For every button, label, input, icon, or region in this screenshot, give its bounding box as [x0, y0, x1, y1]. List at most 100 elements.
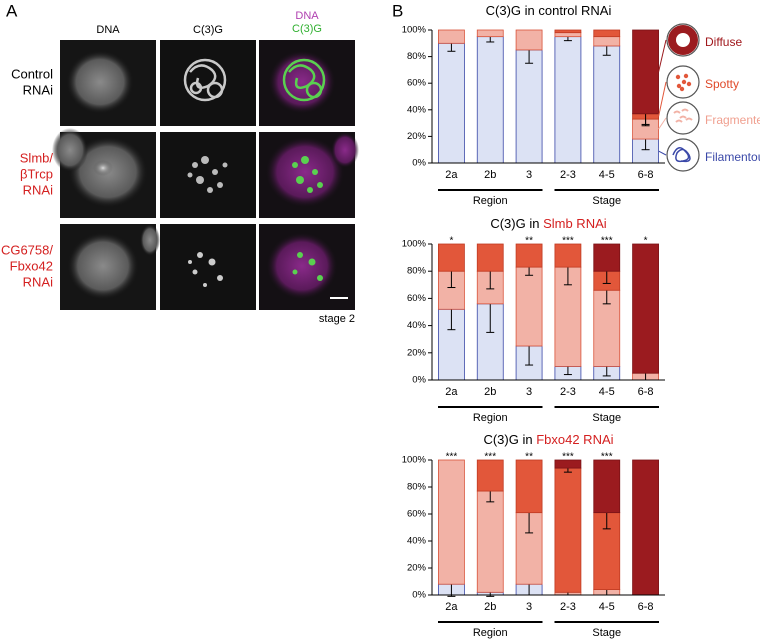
bar-segment — [476, 36, 504, 164]
row-label: βTrcp — [20, 166, 53, 181]
icon-dot — [679, 86, 685, 92]
bar-segment — [593, 459, 621, 514]
legend-connector — [658, 150, 667, 156]
x-tick-label: 6-8 — [638, 601, 654, 613]
y-tick-label: 0% — [412, 158, 426, 169]
x-tick-label: 4-5 — [599, 169, 615, 181]
bar-segment — [476, 490, 504, 593]
panel-label: A — [6, 1, 18, 20]
group-label: Stage — [592, 195, 621, 207]
y-tick-label: 60% — [407, 78, 427, 89]
legend-label: Spotty — [705, 77, 739, 91]
icon-fragment — [679, 115, 687, 119]
icon-ring — [666, 138, 700, 172]
x-tick-label: 2-3 — [560, 169, 576, 181]
bar-segment — [554, 243, 582, 268]
icon-fragment — [681, 108, 689, 112]
bar-segment — [438, 42, 465, 164]
y-tick-label: 100% — [402, 239, 427, 250]
row-label: CG6758/ — [1, 242, 53, 257]
column-label: C(3)G — [193, 24, 223, 36]
bar-segment — [554, 36, 582, 164]
note: stage 2 — [319, 313, 355, 325]
bar-segment — [632, 459, 659, 596]
y-tick-label: 20% — [407, 347, 427, 358]
significance: *** — [484, 452, 496, 463]
significance: ** — [525, 236, 533, 247]
x-tick-label: 2a — [445, 601, 458, 613]
x-tick-label: 3 — [526, 386, 532, 398]
panel-label: B — [392, 1, 403, 20]
legend-icon — [666, 23, 700, 57]
y-tick-label: 20% — [407, 563, 427, 574]
icon-ring — [666, 101, 700, 135]
row-label: Control — [11, 66, 53, 81]
row-label: RNAi — [23, 182, 53, 197]
legend-connector — [658, 81, 667, 117]
image-c3g — [160, 132, 256, 218]
legend-label: Filamentous — [705, 150, 760, 164]
y-tick-label: 60% — [407, 509, 427, 520]
significance: *** — [562, 452, 574, 463]
icon-dot — [676, 83, 682, 89]
y-tick-label: 40% — [407, 320, 427, 331]
x-tick-label: 2a — [445, 169, 458, 181]
x-tick-label: 4-5 — [599, 601, 615, 613]
bar-segment — [438, 29, 465, 44]
significance: *** — [446, 452, 458, 463]
y-tick-label: 40% — [407, 536, 427, 547]
bar-segment — [593, 243, 621, 272]
icon-dot — [683, 73, 689, 79]
significance: * — [449, 236, 453, 247]
merge-label: C(3)G — [292, 23, 322, 35]
legend-connector — [658, 117, 667, 130]
significance: *** — [601, 236, 613, 247]
group-label: Region — [473, 195, 508, 207]
legend-label: Fragmented — [705, 113, 760, 127]
group-label: Region — [473, 627, 508, 639]
y-tick-label: 100% — [402, 25, 427, 36]
bar-segment — [593, 45, 621, 164]
bar-segment — [515, 243, 543, 268]
x-tick-label: 2a — [445, 386, 458, 398]
bar-segment — [515, 49, 543, 164]
legend-label: Diffuse — [705, 35, 742, 49]
y-tick-label: 80% — [407, 482, 427, 493]
bar-segment — [632, 29, 659, 115]
chart-title: C(3)G in Slmb RNAi — [490, 216, 606, 231]
chart-title: C(3)G in Fbxo42 RNAi — [483, 432, 613, 447]
significance: * — [644, 236, 648, 247]
x-tick-label: 2-3 — [560, 601, 576, 613]
row-label: Fbxo42 — [10, 258, 53, 273]
x-tick-label: 2b — [484, 169, 496, 181]
bar-segment — [476, 243, 504, 272]
icon-hole — [676, 33, 690, 47]
x-tick-label: 6-8 — [638, 169, 654, 181]
bar-segment — [554, 467, 582, 593]
image-c3g — [160, 224, 256, 310]
icon-fragment — [675, 119, 683, 123]
row-label: RNAi — [23, 274, 53, 289]
bar-segment — [476, 459, 504, 492]
significance: *** — [562, 236, 574, 247]
legend-icon — [666, 65, 700, 99]
x-tick-label: 3 — [526, 169, 532, 181]
bar-segment — [632, 243, 659, 374]
image-c3g — [160, 40, 256, 126]
x-tick-label: 2b — [484, 601, 496, 613]
legend-icon — [666, 101, 700, 135]
significance: ** — [525, 452, 533, 463]
bar-segment — [515, 29, 543, 51]
icon-fragment — [673, 110, 681, 114]
icon-dot — [681, 79, 687, 85]
bar-segment — [554, 29, 582, 34]
bar-segment — [515, 266, 543, 347]
title-part: C(3)G in — [483, 432, 536, 447]
y-tick-label: 80% — [407, 51, 427, 62]
y-tick-label: 60% — [407, 293, 427, 304]
icon-dot — [675, 74, 681, 80]
legend-connector — [658, 39, 667, 73]
bar-segment — [438, 243, 465, 272]
bar-segment — [593, 29, 621, 38]
